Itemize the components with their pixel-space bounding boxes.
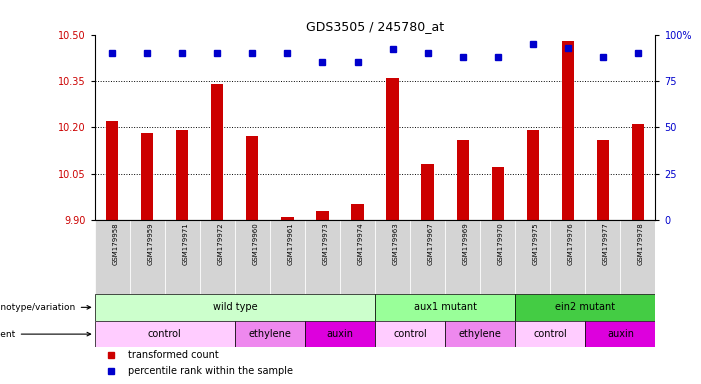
Bar — [281, 217, 294, 220]
Bar — [165, 220, 200, 294]
Bar — [235, 321, 305, 348]
Bar — [421, 164, 434, 220]
Text: GSM179970: GSM179970 — [498, 222, 504, 265]
Bar — [340, 220, 375, 294]
Bar — [386, 78, 399, 220]
Text: GSM179976: GSM179976 — [568, 222, 574, 265]
Bar — [95, 294, 375, 321]
Text: ethylene: ethylene — [248, 329, 292, 339]
Text: control: control — [148, 329, 182, 339]
Bar — [445, 321, 515, 348]
Bar — [445, 220, 480, 294]
Text: GSM179960: GSM179960 — [252, 222, 259, 265]
Text: GSM179959: GSM179959 — [147, 222, 154, 265]
Text: aux1 mutant: aux1 mutant — [414, 302, 477, 312]
Bar — [597, 139, 609, 220]
Text: auxin: auxin — [607, 329, 634, 339]
Text: wild type: wild type — [212, 302, 257, 312]
Bar — [585, 321, 655, 348]
Bar — [351, 204, 364, 220]
Bar — [235, 220, 270, 294]
Text: GSM179973: GSM179973 — [322, 222, 329, 265]
Bar — [456, 139, 469, 220]
Bar — [211, 84, 224, 220]
Bar — [305, 321, 375, 348]
Bar — [585, 220, 620, 294]
Text: control: control — [533, 329, 567, 339]
Bar — [491, 167, 504, 220]
Bar — [246, 136, 259, 220]
Bar — [270, 220, 305, 294]
Bar — [106, 121, 118, 220]
Text: GSM179977: GSM179977 — [603, 222, 609, 265]
Bar — [515, 220, 550, 294]
Bar — [515, 294, 655, 321]
Text: control: control — [393, 329, 427, 339]
Text: percentile rank within the sample: percentile rank within the sample — [128, 366, 293, 376]
Bar — [141, 133, 154, 220]
Text: transformed count: transformed count — [128, 350, 219, 360]
Text: GSM179961: GSM179961 — [287, 222, 294, 265]
Text: GSM179958: GSM179958 — [112, 222, 118, 265]
Bar — [526, 130, 539, 220]
Bar — [176, 130, 189, 220]
Bar — [375, 321, 445, 348]
Bar — [375, 220, 410, 294]
Bar — [130, 220, 165, 294]
Text: ethylene: ethylene — [458, 329, 502, 339]
Text: GSM179972: GSM179972 — [217, 222, 224, 265]
Bar — [375, 294, 515, 321]
Text: genotype/variation: genotype/variation — [0, 303, 90, 312]
Text: GSM179963: GSM179963 — [393, 222, 399, 265]
Bar — [632, 124, 644, 220]
Bar — [515, 321, 585, 348]
Bar — [95, 321, 235, 348]
Bar — [305, 220, 340, 294]
Text: ein2 mutant: ein2 mutant — [555, 302, 615, 312]
Bar — [620, 220, 655, 294]
Title: GDS3505 / 245780_at: GDS3505 / 245780_at — [306, 20, 444, 33]
Text: GSM179975: GSM179975 — [533, 222, 539, 265]
Text: GSM179974: GSM179974 — [358, 222, 364, 265]
Bar — [550, 220, 585, 294]
Text: auxin: auxin — [327, 329, 353, 339]
Bar — [480, 220, 515, 294]
Bar — [316, 210, 329, 220]
Text: GSM179971: GSM179971 — [182, 222, 189, 265]
Text: agent: agent — [0, 329, 90, 339]
Bar — [410, 220, 445, 294]
Text: GSM179978: GSM179978 — [638, 222, 644, 265]
Bar — [200, 220, 235, 294]
Text: GSM179967: GSM179967 — [428, 222, 434, 265]
Text: GSM179969: GSM179969 — [463, 222, 469, 265]
Bar — [95, 220, 130, 294]
Bar — [562, 41, 574, 220]
